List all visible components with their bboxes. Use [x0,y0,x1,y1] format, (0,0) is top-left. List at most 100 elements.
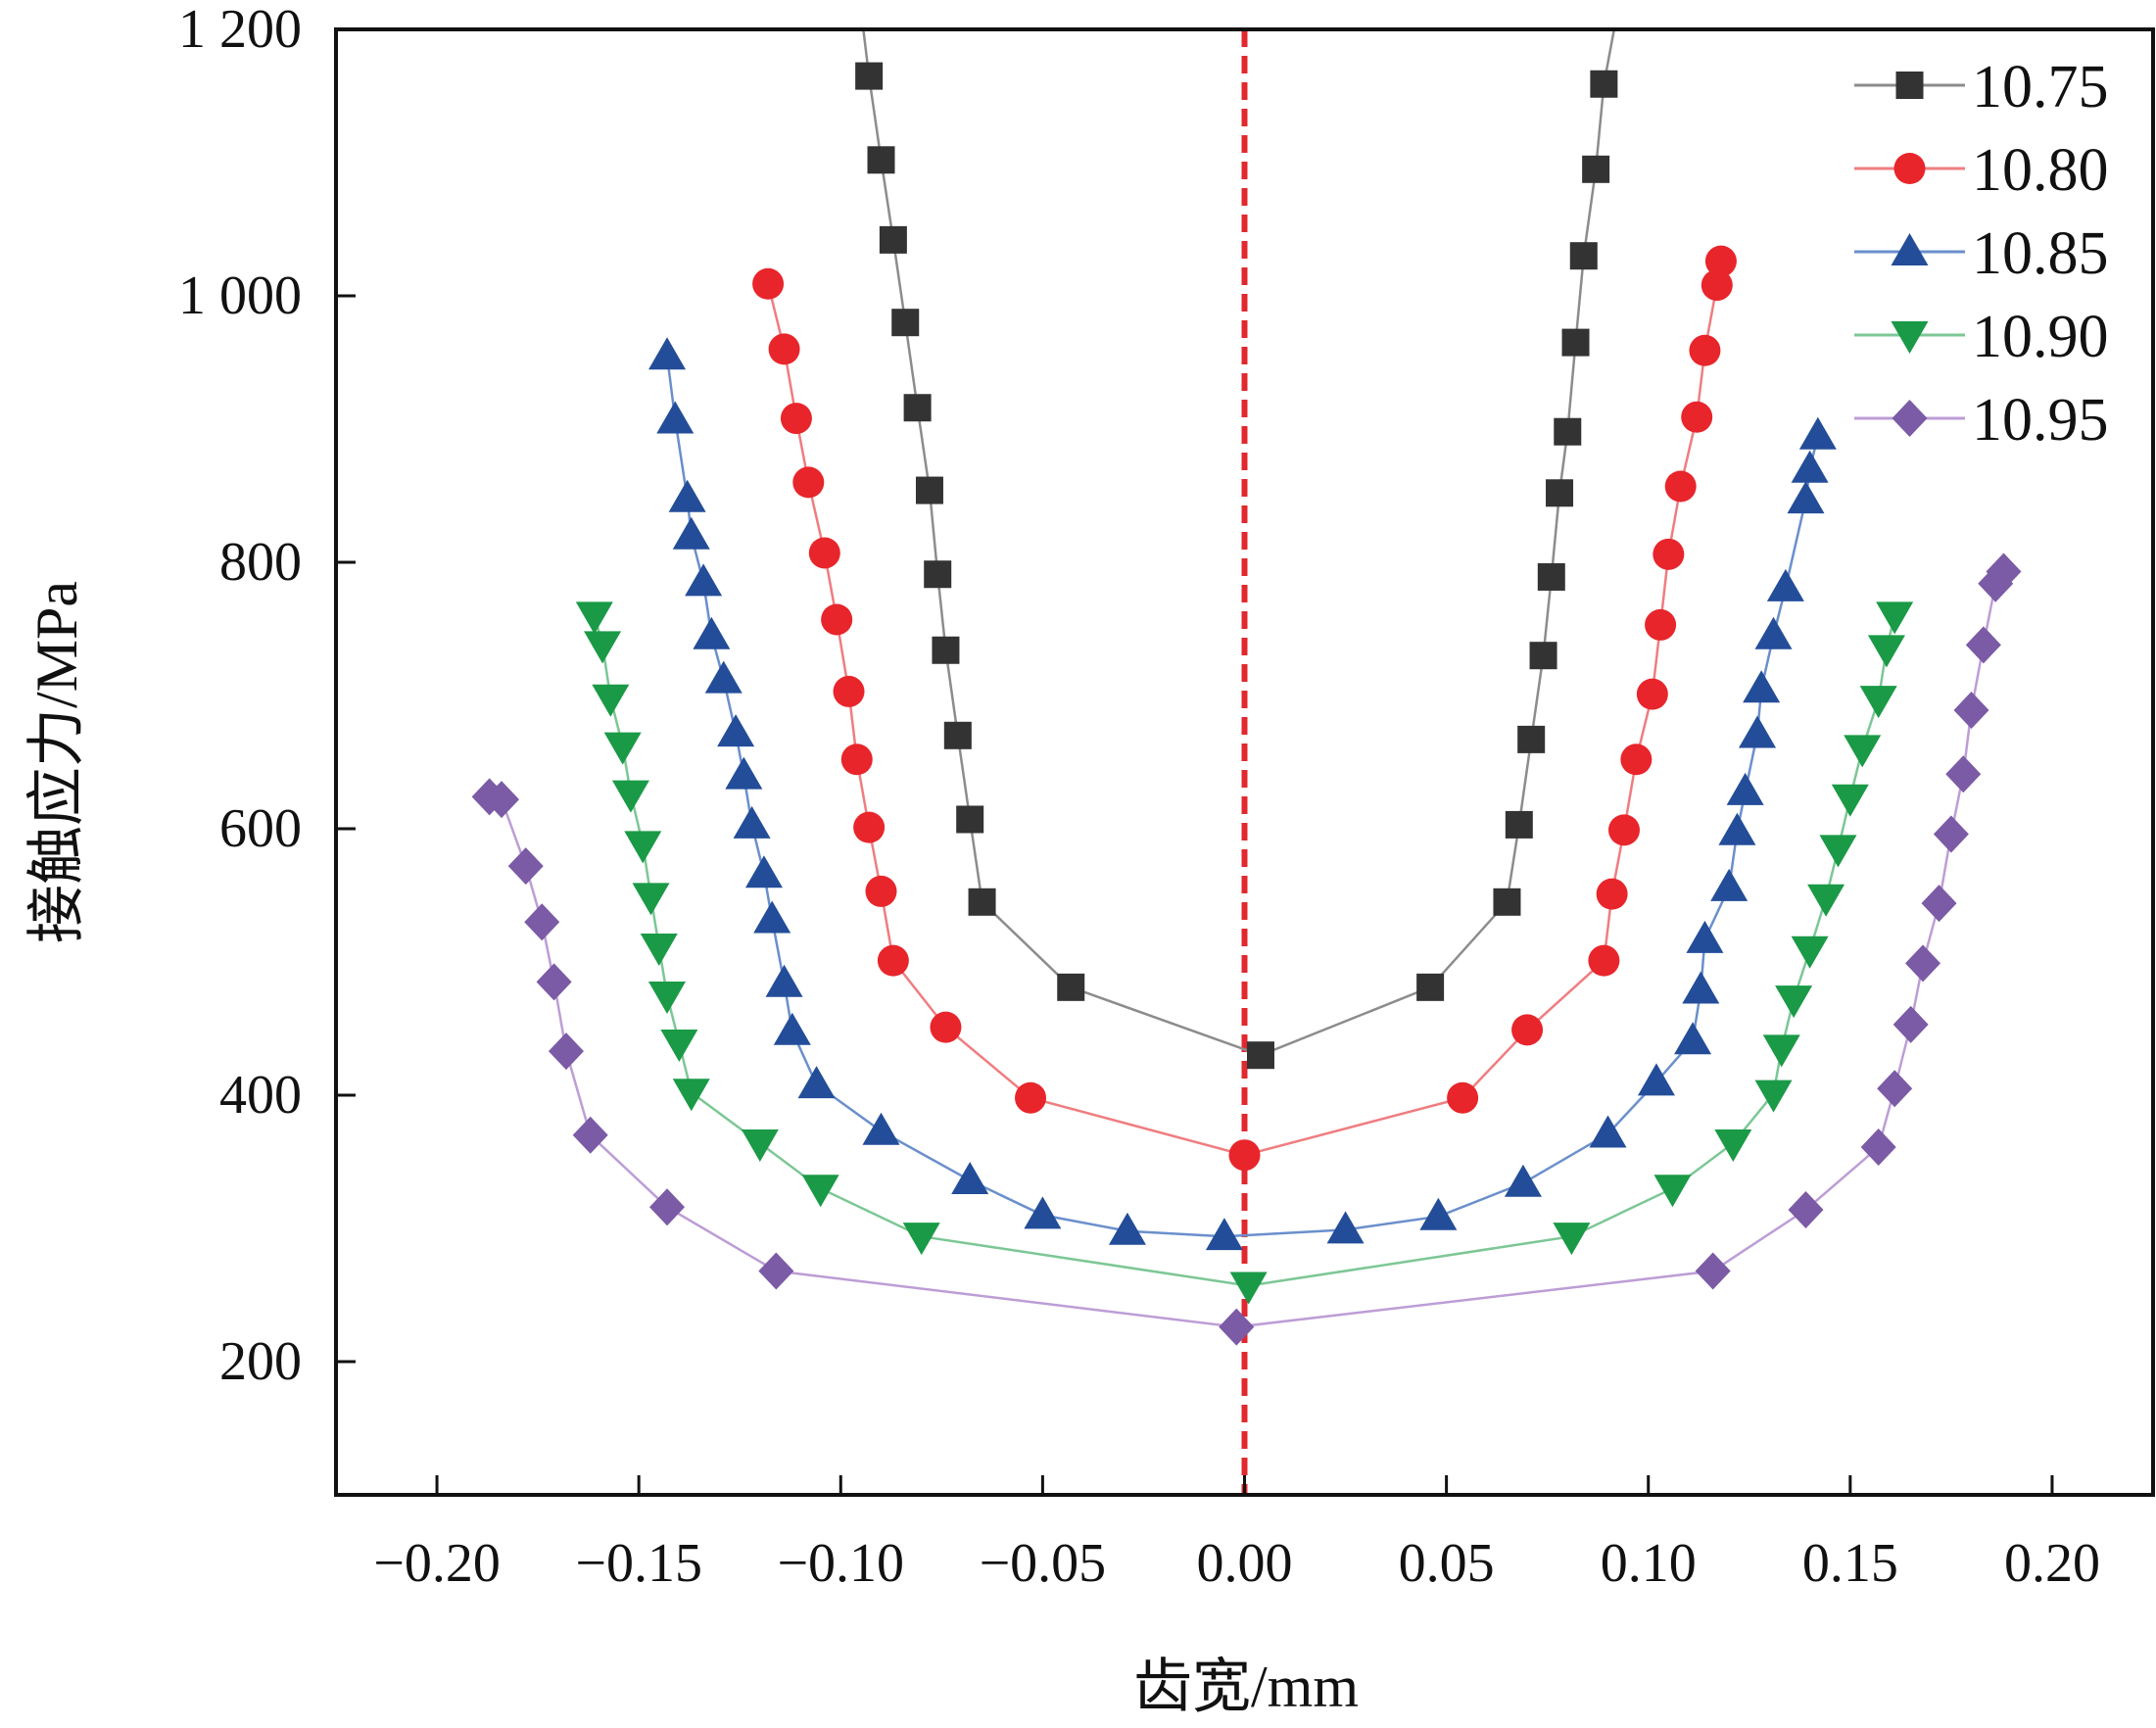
data-point-10.90-17 [1714,1128,1752,1162]
data-point-10.90-20 [1775,985,1813,1019]
data-point-10.90-6 [632,883,670,916]
data-point-10.90-16 [1653,1175,1692,1208]
data-point-10.80-1 [768,333,800,365]
data-point-10.90-25 [1844,735,1882,768]
data-point-10.85-32 [1743,670,1781,703]
data-point-10.90-15 [1553,1223,1591,1256]
data-point-10.85-13 [773,1012,811,1045]
data-point-10.90-27 [1867,635,1905,668]
data-point-10.95-7 [649,1188,686,1226]
data-point-10.75-18 [1529,642,1557,670]
data-point-10.85-16 [951,1162,989,1195]
data-point-10.80-5 [821,603,853,636]
data-point-10.95-1 [484,781,520,819]
data-point-10.95-22 [1986,552,2022,591]
data-point-10.80-0 [752,267,785,300]
data-point-10.85-7 [717,714,755,747]
data-point-10.80-15 [1511,1014,1544,1046]
data-point-10.80-3 [792,466,825,499]
legend-label-10.80: 10.80 [1972,137,2109,204]
x-tick-label-6: 0.10 [1601,1533,1697,1594]
data-point-10.85-11 [753,900,791,934]
data-point-10.75-20 [1546,479,1574,507]
data-point-10.95-2 [507,847,544,886]
data-point-10.75-19 [1537,562,1565,591]
data-point-10.85-2 [668,479,706,512]
data-point-10.75-24 [1582,155,1610,183]
data-point-10.75-6 [915,476,943,504]
data-point-10.90-22 [1807,884,1845,917]
data-point-10.85-31 [1739,715,1777,748]
x-axis-title: 齿宽/mm [1133,1655,1359,1719]
data-point-10.95-6 [572,1116,608,1154]
data-point-10.95-10 [1695,1252,1731,1290]
data-point-10.85-21 [1419,1197,1458,1230]
data-point-10.85-35 [1787,481,1825,514]
data-point-10.75-13 [1246,1041,1274,1070]
data-point-10.80-25 [1689,334,1721,366]
data-point-10.80-9 [865,875,897,907]
data-point-10.90-1 [584,631,622,664]
data-point-10.75-2 [867,146,895,174]
data-point-10.95-17 [1933,815,1969,853]
data-point-10.75-3 [879,225,907,254]
data-point-10.90-11 [741,1128,779,1162]
data-point-10.90-7 [640,934,678,967]
y-tick-label-5: 1 200 [178,0,302,60]
legend-marker-10.75 [1895,72,1924,99]
data-point-10.80-4 [808,537,840,569]
data-point-10.90-8 [648,982,687,1014]
data-point-10.75-15 [1493,888,1521,916]
data-point-10.90-4 [611,780,649,813]
x-tick-label-8: 0.20 [2004,1533,2100,1594]
data-point-10.85-10 [744,855,783,888]
data-point-10.90-28 [1876,601,1914,635]
legend-label-10.85: 10.85 [1972,220,2109,287]
data-point-10.85-34 [1766,568,1804,601]
data-point-10.80-24 [1681,401,1713,433]
data-point-10.80-27 [1704,245,1737,277]
data-point-10.85-9 [733,805,771,839]
data-point-10.95-15 [1905,944,1941,983]
data-point-10.90-10 [672,1079,710,1112]
data-point-10.75-10 [956,805,984,834]
data-point-10.95-4 [536,963,572,1001]
data-point-10.80-12 [1015,1081,1047,1114]
data-point-10.75-21 [1554,417,1582,446]
data-point-10.80-20 [1636,678,1668,710]
data-point-10.75-14 [1416,973,1445,1001]
data-point-10.85-17 [1024,1196,1062,1229]
x-tick-label-2: −0.10 [777,1533,904,1594]
data-point-10.75-17 [1517,725,1546,753]
data-point-10.90-24 [1831,784,1869,817]
data-point-10.85-4 [685,563,723,597]
data-point-10.85-36 [1791,450,1829,483]
data-point-10.85-8 [725,756,763,790]
x-tick-label-5: 0.05 [1399,1533,1495,1594]
data-point-10.85-18 [1108,1212,1146,1245]
data-point-10.85-29 [1718,812,1756,845]
data-point-10.95-14 [1892,1005,1929,1043]
data-point-10.95-20 [1965,626,2001,664]
y-tick-label-0: 200 [219,1331,302,1392]
legend-label-10.75: 10.75 [1972,54,2109,120]
x-tick-label-4: 0.00 [1197,1533,1293,1594]
data-point-10.85-14 [797,1066,836,1099]
data-point-10.75-8 [932,636,960,664]
data-point-10.75-5 [903,394,932,422]
data-point-10.80-21 [1645,608,1677,641]
legend-label-10.95: 10.95 [1972,387,2109,454]
data-point-10.90-13 [902,1223,940,1256]
x-tick-label-3: −0.05 [980,1533,1107,1594]
data-point-10.75-12 [1057,973,1085,1001]
data-point-10.75-16 [1505,810,1533,839]
data-point-10.80-14 [1447,1081,1479,1114]
legend-label-10.90: 10.90 [1972,304,2109,370]
data-point-10.85-33 [1754,616,1793,649]
data-point-10.85-15 [862,1112,900,1145]
legend-marker-10.85 [1891,233,1929,265]
data-point-10.90-23 [1819,835,1857,868]
data-point-10.80-2 [780,403,812,435]
y-tick-label-1: 400 [219,1065,302,1126]
